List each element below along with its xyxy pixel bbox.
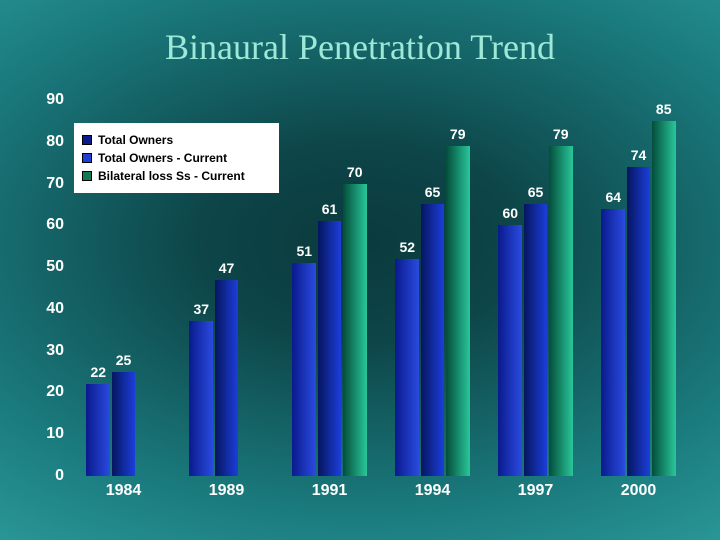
bar-value-label: 79 — [553, 126, 569, 142]
bar-value-label: 47 — [219, 260, 235, 276]
legend-item: Bilateral loss Ss - Current — [82, 169, 269, 183]
y-tick-label: 80 — [46, 133, 64, 151]
x-tick-label: 2000 — [621, 482, 657, 500]
bar-value-label: 70 — [347, 164, 363, 180]
bar: 52 — [395, 259, 419, 476]
x-tick-label: 1997 — [518, 482, 554, 500]
y-tick-label: 10 — [46, 425, 64, 443]
legend-item: Total Owners — [82, 133, 269, 147]
bar: 74 — [627, 167, 651, 476]
slide: Binaural Penetration Trend 0 10 20 30 40 50 60… — [0, 0, 720, 540]
y-axis: 0102030405060708090 — [30, 100, 72, 476]
legend-label: Total Owners — [98, 133, 173, 147]
legend-label: Bilateral loss Ss - Current — [98, 169, 245, 183]
legend-swatch — [82, 153, 92, 163]
y-tick-label: 40 — [46, 300, 64, 318]
slide-title: Binaural Penetration Trend — [0, 26, 720, 68]
bar: 85 — [652, 121, 676, 476]
bar: 65 — [421, 204, 445, 476]
bar-value-label: 51 — [296, 243, 312, 259]
bar-value-label: 85 — [656, 101, 672, 117]
legend: Total Owners Total Owners - Current Bilate… — [74, 123, 279, 193]
bar: 60 — [498, 225, 522, 476]
bar-value-label: 37 — [193, 301, 209, 317]
bar: 79 — [549, 146, 573, 476]
bar: 64 — [601, 209, 625, 476]
y-tick-label: 20 — [46, 383, 64, 401]
y-tick-label: 0 — [55, 467, 64, 485]
bar: 37 — [189, 321, 213, 476]
bar: 51 — [292, 263, 316, 476]
bar-value-label: 79 — [450, 126, 466, 142]
bar: 25 — [112, 372, 136, 476]
x-tick-label: 1994 — [415, 482, 451, 500]
x-tick-label: 1984 — [106, 482, 142, 500]
bar: 79 — [446, 146, 470, 476]
bar-value-label: 74 — [631, 147, 647, 163]
y-tick-label: 30 — [46, 342, 64, 360]
bar-value-label: 64 — [605, 189, 621, 205]
y-tick-label: 50 — [46, 258, 64, 276]
bar: 65 — [524, 204, 548, 476]
y-tick-label: 70 — [46, 175, 64, 193]
x-tick-label: 1991 — [312, 482, 348, 500]
legend-label: Total Owners - Current — [98, 151, 227, 165]
y-tick-label: 60 — [46, 216, 64, 234]
bar: 22 — [86, 384, 110, 476]
bar-value-label: 65 — [528, 184, 544, 200]
bar: 70 — [343, 184, 367, 476]
legend-swatch — [82, 171, 92, 181]
bar-value-label: 60 — [502, 205, 518, 221]
bar: 61 — [318, 221, 342, 476]
bar-value-label: 22 — [90, 364, 106, 380]
bar-value-label: 65 — [425, 184, 441, 200]
x-tick-label: 1989 — [209, 482, 245, 500]
legend-item: Total Owners - Current — [82, 151, 269, 165]
bar-value-label: 25 — [116, 352, 132, 368]
y-tick-label: 90 — [46, 91, 64, 109]
bar-value-label: 52 — [399, 239, 415, 255]
bar: 47 — [215, 280, 239, 476]
legend-swatch — [82, 135, 92, 145]
bar-value-label: 61 — [322, 201, 338, 217]
x-axis: 1984 1989 1991 1994 1997 2000 — [72, 476, 690, 510]
